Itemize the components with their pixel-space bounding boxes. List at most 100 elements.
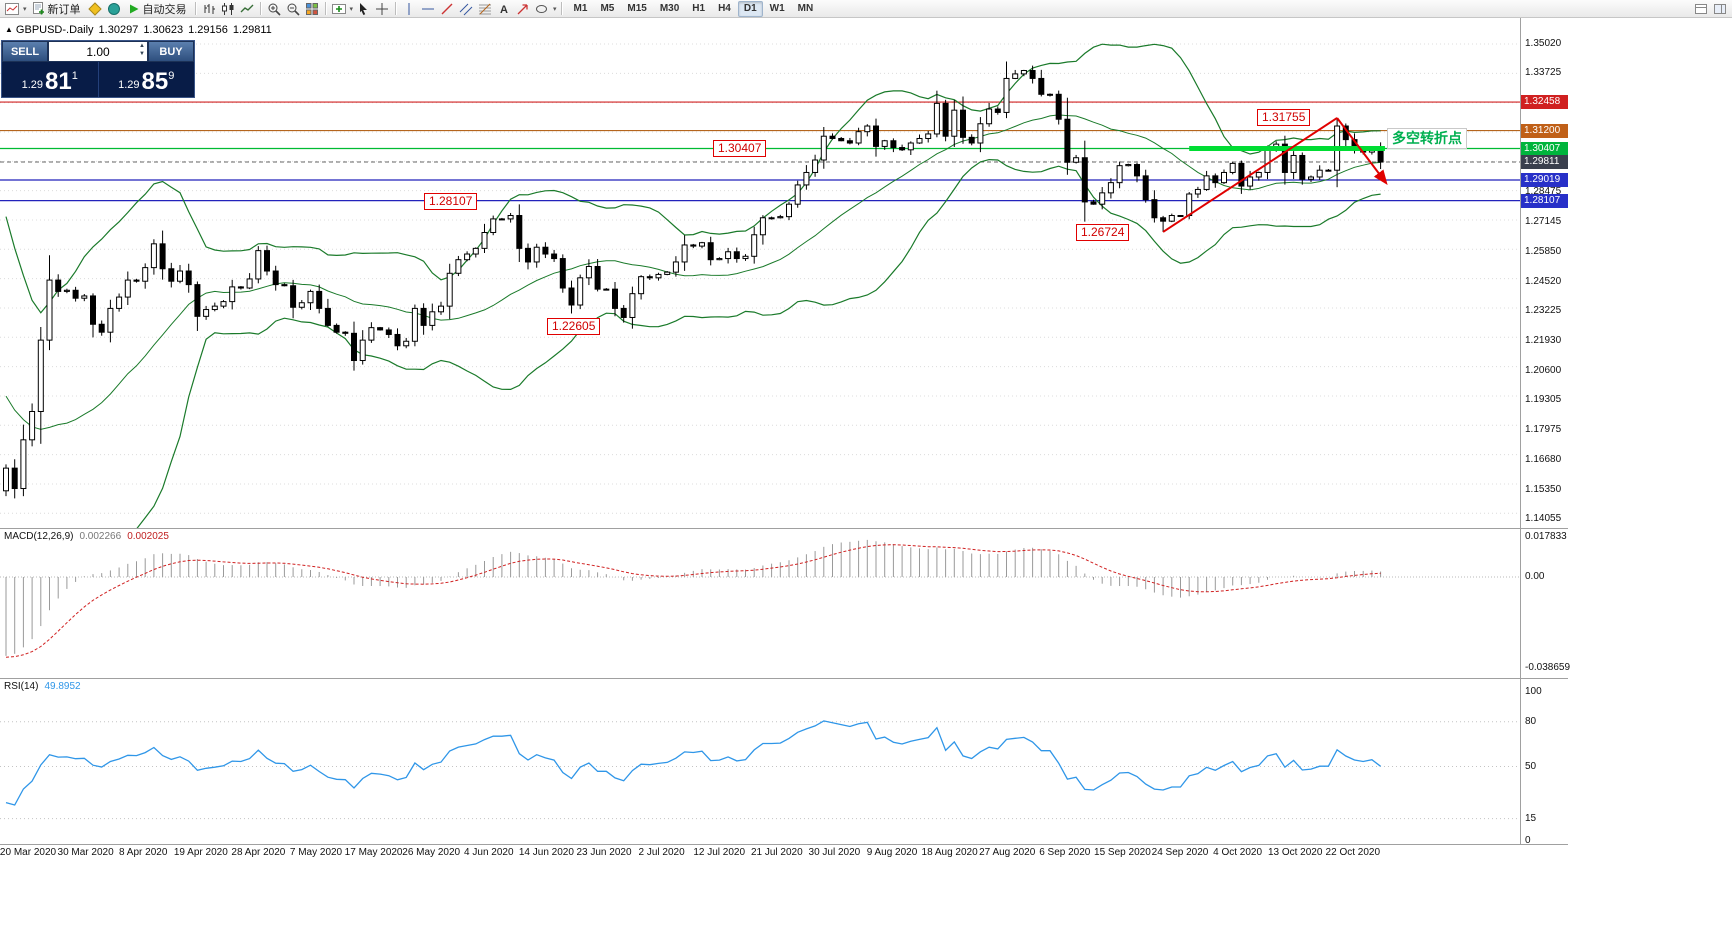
buy-button[interactable]: BUY [148, 41, 194, 62]
zoom-in-icon[interactable] [265, 1, 283, 17]
date-label: 4 Jun 2020 [464, 847, 514, 858]
date-label: 26 May 2020 [402, 847, 461, 858]
date-label: 6 Sep 2020 [1039, 847, 1091, 858]
rsi-panel-label: RSI(14) 49.8952 [4, 681, 81, 692]
zoom-out-icon[interactable] [284, 1, 302, 17]
help-panel-icon[interactable] [1711, 1, 1729, 17]
date-label: 8 Apr 2020 [119, 847, 168, 858]
grid-lines [0, 43, 1520, 514]
date-label: 2 Jul 2020 [638, 847, 685, 858]
macd-panel [0, 539, 1520, 658]
date-label: 12 Jul 2020 [693, 847, 746, 858]
new-chart-icon[interactable] [3, 1, 21, 17]
buy-price-pip: 9 [168, 70, 175, 82]
timeframe-button-w1[interactable]: W1 [769, 2, 785, 14]
date-label: 23 Jun 2020 [576, 847, 632, 858]
timeframe-button-m15[interactable]: M15 [627, 2, 647, 14]
macd-signal-value: 0.002025 [127, 531, 169, 542]
sell-button[interactable]: SELL [2, 41, 48, 62]
ohlc-high: 1.30623 [143, 24, 184, 36]
candles [3, 61, 1384, 499]
timeframe-button-m30[interactable]: M30 [659, 2, 680, 14]
vertical-line-tool-icon[interactable] [400, 1, 418, 17]
channel-tool-icon[interactable] [457, 1, 475, 17]
symbol-marker-icon: ▲ [5, 25, 13, 34]
horizontal-level-lines [0, 101, 1520, 202]
trendline-tool-icon[interactable] [438, 1, 456, 17]
date-label: 13 Oct 2020 [1267, 847, 1323, 858]
favorites-diamond-icon[interactable] [86, 1, 104, 17]
buy-price-prefix: 1.29 [118, 79, 140, 91]
crosshair-icon[interactable] [373, 1, 391, 17]
new-order-icon [32, 2, 44, 15]
date-label: 17 May 2020 [344, 847, 403, 858]
one-click-trading-panel: SELL 1.00 ▲ ▼ BUY 1.29 81 1 1.29 85 9 [1, 40, 195, 98]
rsi-panel [0, 720, 1520, 820]
date-label: 28 Apr 2020 [231, 847, 286, 858]
macd-name: MACD(12,26,9) [4, 531, 74, 542]
candle-chart-icon[interactable] [219, 1, 237, 17]
autotrade-play-icon [129, 4, 139, 13]
toolbar: ▾ 新订单 自动交易 [0, 0, 1732, 18]
fibonacci-tool-icon[interactable] [476, 1, 494, 17]
horizontal-line-tool-icon[interactable] [419, 1, 437, 17]
timeframe-button-d1[interactable]: D1 [737, 0, 763, 17]
autotrade-button[interactable]: 自动交易 [124, 1, 191, 17]
macd-panel-label: MACD(12,26,9) 0.002266 0.002025 [4, 531, 169, 542]
date-label: 7 May 2020 [289, 847, 343, 858]
date-label: 27 Aug 2020 [979, 847, 1036, 858]
new-order-label: 新订单 [47, 3, 81, 16]
volume-input[interactable]: 1.00 ▲ ▼ [48, 41, 148, 62]
date-label: 30 Mar 2020 [57, 847, 114, 858]
date-label: 14 Jun 2020 [518, 847, 574, 858]
date-label: 24 Sep 2020 [1151, 847, 1209, 858]
toolbar-separator [324, 2, 326, 15]
date-label: 18 Aug 2020 [921, 847, 978, 858]
rsi-value: 49.8952 [44, 681, 81, 692]
shapes-caret[interactable]: ▾ [553, 5, 557, 13]
timeframe-button-m5[interactable]: M5 [600, 2, 615, 14]
timeframe-button-m1[interactable]: M1 [573, 2, 588, 14]
chart-window: 1.35020 1.33725 1.28475 1.27145 1.25850 1.245… [0, 18, 1732, 944]
sell-price-big: 81 [45, 68, 72, 95]
chart-canvas[interactable] [0, 18, 1568, 848]
volume-spinner[interactable]: ▲ ▼ [139, 43, 145, 57]
date-label: 30 Jul 2020 [808, 847, 861, 858]
date-label: 15 Sep 2020 [1094, 847, 1151, 858]
panel-frame [0, 18, 1568, 845]
buy-price-display[interactable]: 1.29 85 9 [97, 62, 195, 97]
symbol-title: GBPUSD-.Daily [15, 24, 94, 36]
new-order-button[interactable]: 新订单 [28, 1, 85, 17]
date-label: 21 Jul 2020 [750, 847, 803, 858]
rsi-name: RSI(14) [4, 681, 39, 692]
text-tool-icon[interactable]: A [495, 1, 513, 17]
ohlc-header: ▲ GBPUSD-.Daily 1.30297 1.30623 1.29156 1.298… [5, 24, 277, 36]
timeframe-button-mn[interactable]: MN [797, 2, 814, 14]
window-layout-icon[interactable] [1692, 1, 1710, 17]
bar-chart-icon[interactable] [200, 1, 218, 17]
ohlc-close: 1.29811 [232, 24, 272, 36]
sell-price-pip: 1 [71, 70, 78, 82]
indicators-caret[interactable]: ▾ [349, 5, 354, 13]
indicators-icon[interactable] [330, 1, 348, 17]
timeframe-group: M1 M5 M15 M30 H1 H4 D1 W1 MN [568, 0, 820, 17]
timeframe-button-h1[interactable]: H1 [692, 2, 706, 14]
sell-price-display[interactable]: 1.29 81 1 [2, 62, 98, 97]
toolbar-separator [560, 2, 562, 15]
shapes-tool-icon[interactable] [533, 1, 551, 17]
date-label: 22 Oct 2020 [1325, 847, 1381, 858]
date-label: 9 Aug 2020 [866, 847, 918, 858]
tile-windows-icon[interactable] [303, 1, 321, 17]
macd-main-value: 0.002266 [79, 531, 122, 542]
trendlines [1162, 117, 1388, 233]
arrow-tool-icon[interactable] [514, 1, 532, 17]
toolbar-separator [194, 2, 196, 15]
toolbar-separator [259, 2, 261, 15]
buy-price-big: 85 [141, 68, 169, 95]
market-watch-icon[interactable] [105, 1, 123, 17]
date-label: 20 Mar 2020 [0, 847, 57, 858]
timeframe-button-h4[interactable]: H4 [718, 2, 731, 14]
cursor-icon[interactable] [354, 1, 372, 17]
line-chart-icon[interactable] [238, 1, 256, 17]
new-chart-caret[interactable]: ▾ [23, 5, 27, 13]
